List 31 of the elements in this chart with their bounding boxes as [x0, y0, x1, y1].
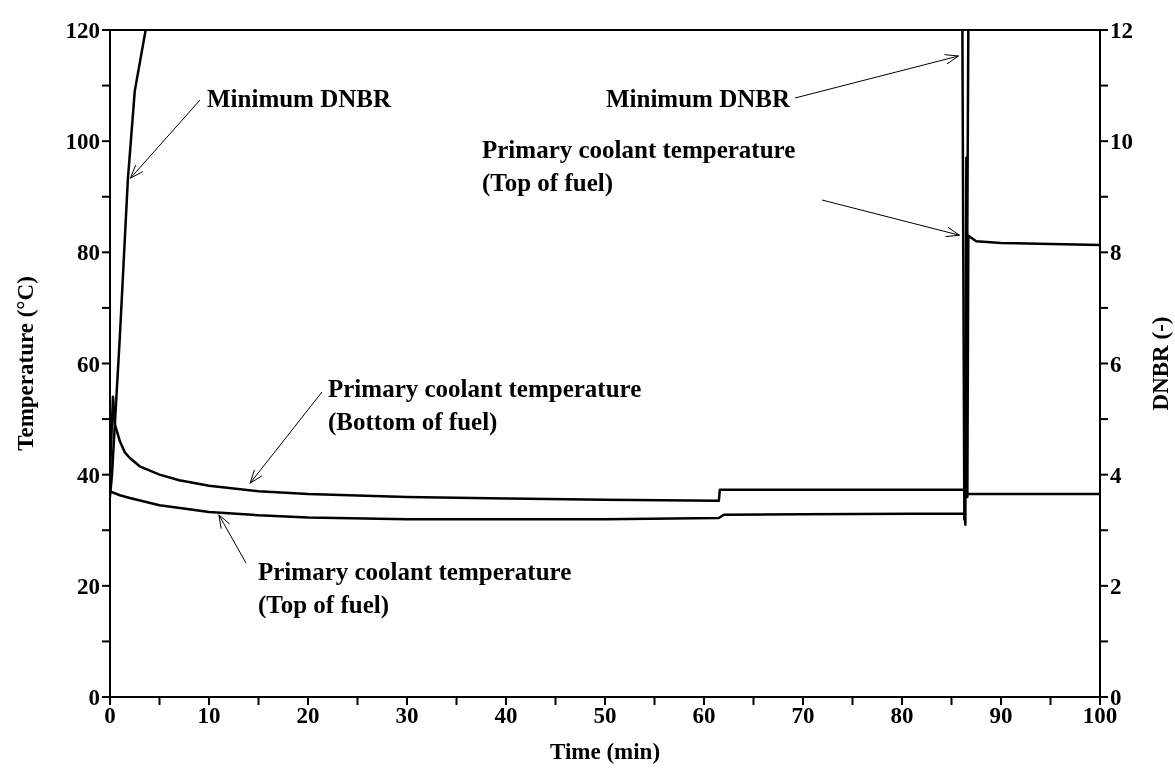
y-tick-label: 0: [88, 685, 100, 711]
y-tick-label: 40: [77, 462, 100, 488]
x-tick-label: 90: [989, 703, 1013, 729]
y2-tick-label: 12: [1110, 18, 1133, 44]
x-tick-label: 40: [494, 703, 518, 729]
y2-tick-label: 4: [1110, 462, 1122, 488]
y-tick-label: 120: [65, 18, 100, 44]
y-tick-label: 80: [77, 240, 100, 266]
annotation: Primary coolant temperature (Bottom of fuel): [328, 375, 642, 436]
x-tick-label: 0: [104, 703, 116, 729]
x-tick-label: 50: [593, 703, 617, 729]
y2-tick-label: 2: [1110, 574, 1122, 599]
annotation: Primary coolant temperature (Top of fuel): [482, 136, 796, 197]
y-axis-title: Temperature (°C): [13, 276, 39, 451]
x-tick-label: 10: [197, 703, 221, 729]
y2-axis-title: DNBR (-): [1148, 316, 1174, 411]
annotation: Primary coolant temperature (Top of fuel): [258, 558, 572, 619]
annotation: Minimum DNBR: [605, 85, 791, 112]
y2-tick-label: 8: [1110, 240, 1122, 266]
x-axis-title: Time (min): [549, 739, 661, 764]
y2-tick-label: 10: [1110, 129, 1133, 155]
annotation: Minimum DNBR: [207, 85, 392, 112]
x-tick-label: 80: [890, 703, 914, 729]
x-tick-label: 60: [692, 703, 716, 729]
x-tick-label: 70: [791, 703, 815, 729]
y2-tick-label: 6: [1110, 351, 1122, 377]
x-tick-label: 20: [296, 703, 320, 729]
x-tick-label: 30: [395, 703, 419, 729]
y-tick-label: 20: [77, 574, 100, 599]
y-tick-label: 100: [65, 129, 100, 155]
y-tick-label: 60: [77, 351, 100, 377]
